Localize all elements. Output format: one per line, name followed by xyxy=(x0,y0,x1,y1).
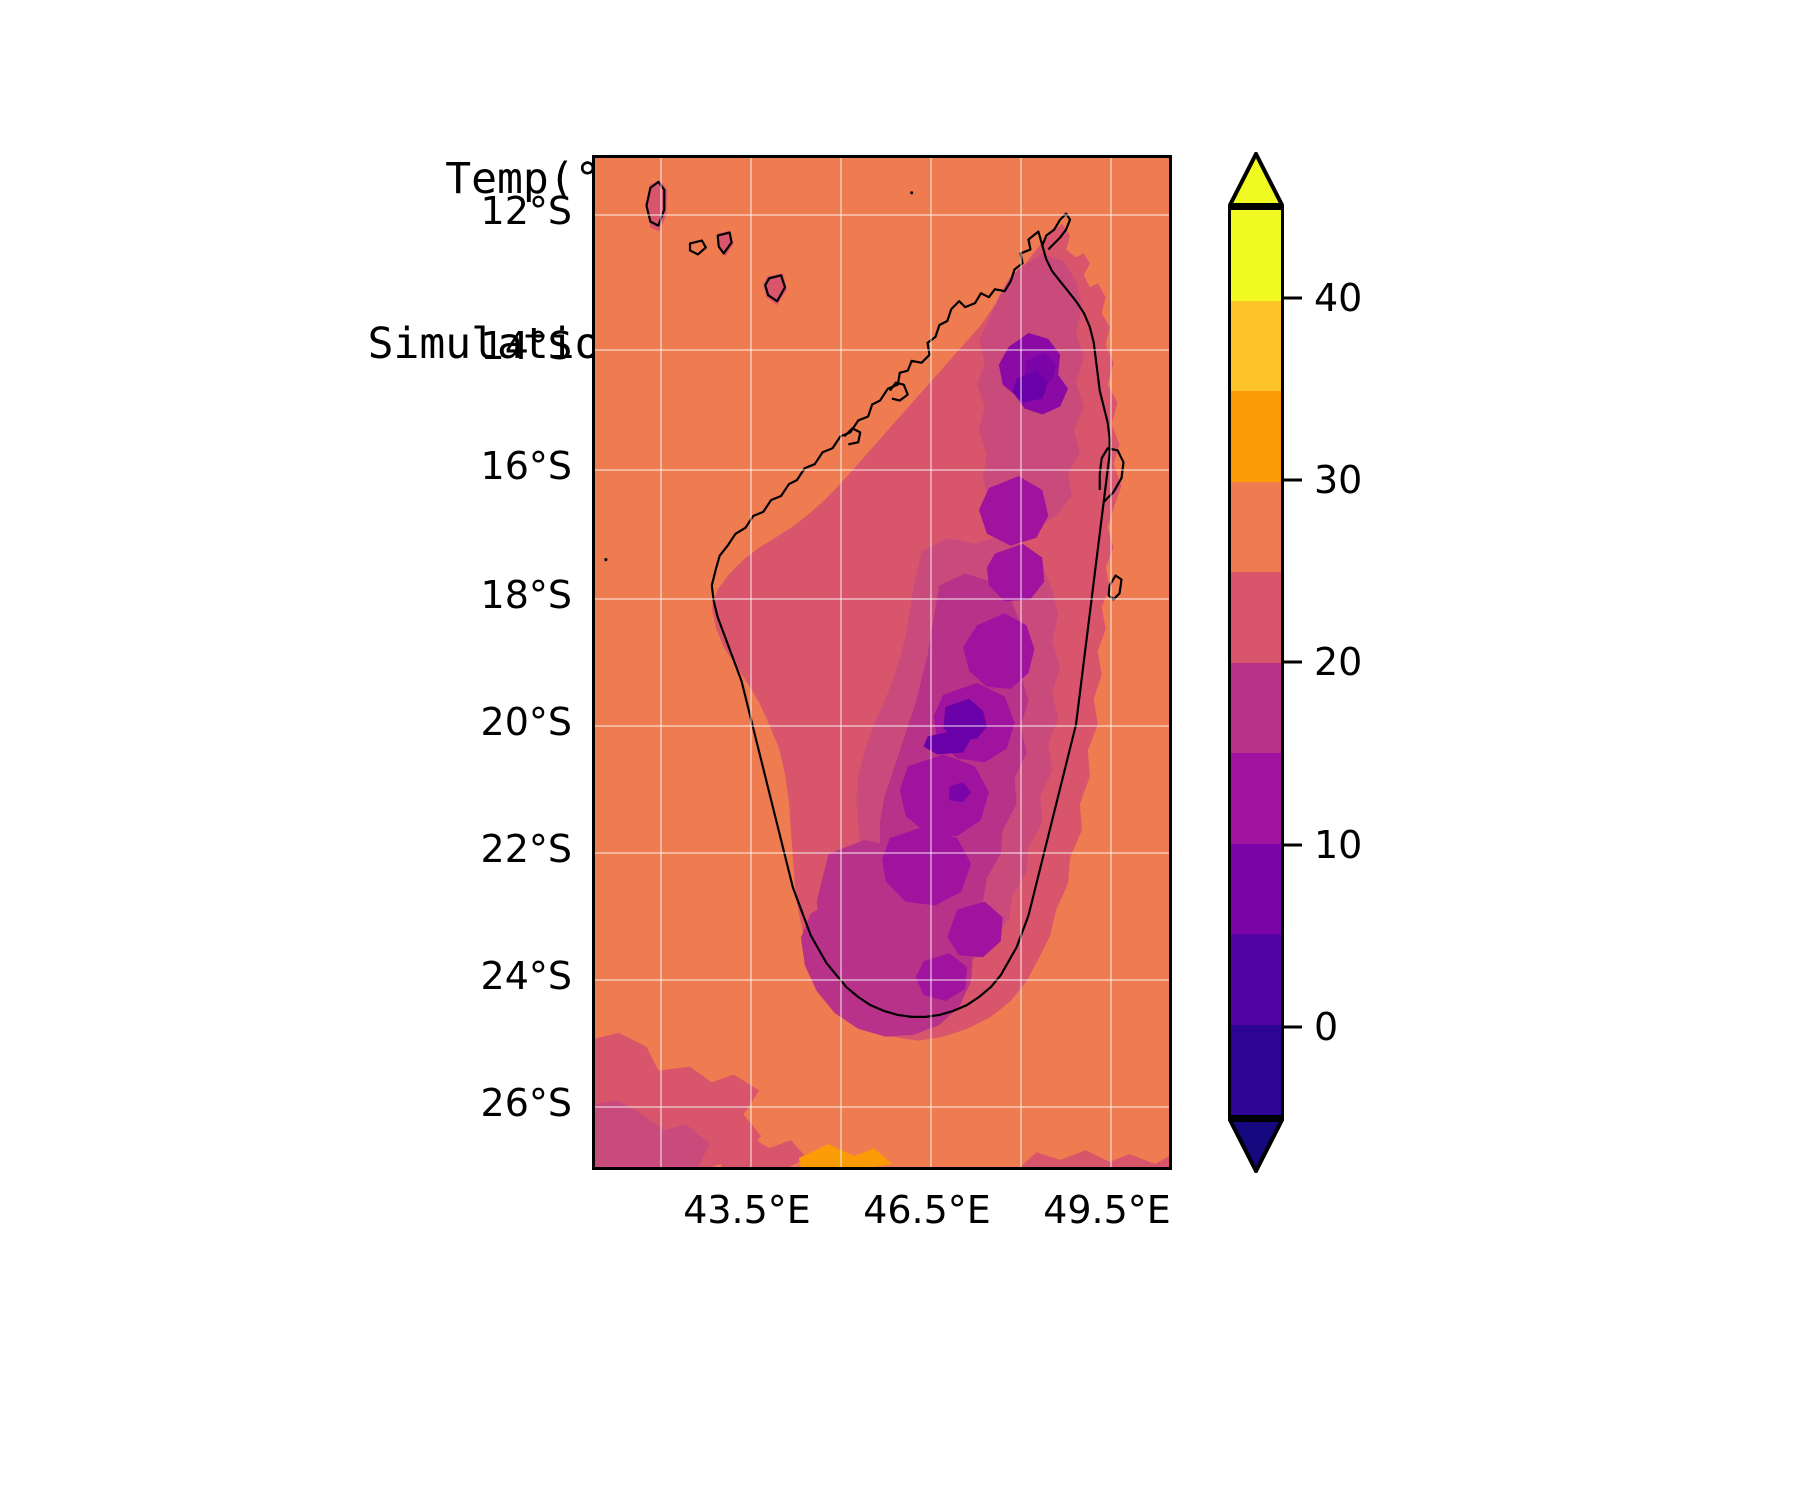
colorbar-tick-label-0: 0 xyxy=(1314,1005,1339,1049)
colorbar-tick-line-40 xyxy=(1284,296,1302,300)
ytick-label-18s: 18°S xyxy=(480,573,572,617)
cold-spot-band-5-10-small xyxy=(949,782,972,803)
colorbar-tick-label-40: 40 xyxy=(1314,276,1363,320)
highland-patch-band-10-15-g xyxy=(947,901,1003,958)
ytick-label-12s: 12°S xyxy=(480,189,572,233)
xtick-label-43-5e: 43.5°E xyxy=(683,1188,811,1232)
highland-patch-band-10-15-c xyxy=(899,754,989,836)
colorbar-band-minus5-0 xyxy=(1231,1024,1281,1115)
ytick-label-24s: 24°S xyxy=(480,954,572,998)
colorbar-tick-label-30: 30 xyxy=(1314,458,1363,502)
colorbar-band-35-40 xyxy=(1231,300,1281,391)
colorbar-tick-line-0 xyxy=(1284,1025,1302,1029)
ocean-se-band-20-25 xyxy=(1020,1150,1169,1167)
ocean-sw-band-20-25-b xyxy=(715,1132,807,1167)
colorbar-band-5-10 xyxy=(1231,843,1281,934)
ytick-label-22s: 22°S xyxy=(480,827,572,871)
colorbar-band-0-5 xyxy=(1231,934,1281,1025)
map-point-marker-1 xyxy=(910,191,914,195)
colorbar-band-10-15 xyxy=(1231,753,1281,844)
temperature-contour-map xyxy=(595,158,1169,1167)
colorbar-band-40-45 xyxy=(1231,210,1281,301)
cold-core-band-5-10-spur xyxy=(923,730,972,755)
highland-patch-band-10-15-e xyxy=(978,476,1049,546)
coastline-outline xyxy=(645,180,1125,1018)
ocean-sw-warm-strip xyxy=(798,1144,892,1167)
colorbar-tick-line-20 xyxy=(1284,660,1302,664)
colorbar-tick-line-30 xyxy=(1284,478,1302,482)
colorbar-bottom-extend-arrow xyxy=(1228,1118,1284,1173)
colorbar-top-extend-arrow xyxy=(1228,152,1284,207)
colorbar-band-30-35 xyxy=(1231,391,1281,482)
ytick-label-20s: 20°S xyxy=(480,700,572,744)
cold-core-band-5-10-tsaratanana xyxy=(1012,370,1049,403)
map-point-marker-2 xyxy=(604,558,608,562)
highland-patch-band-10-15-f xyxy=(986,543,1045,602)
temperature-colorbar[interactable]: 40 30 20 10 0 xyxy=(1228,152,1362,1173)
ytick-label-26s: 26°S xyxy=(480,1081,572,1125)
ocean-s-band-25-30 xyxy=(891,1144,976,1167)
colorbar-bands xyxy=(1228,207,1284,1118)
highland-patch-band-10-15-h xyxy=(915,953,968,1001)
island-mid-band-20-25 xyxy=(763,273,787,306)
highland-patch-band-10-15-a xyxy=(963,613,1035,689)
xtick-label-46-5e: 46.5°E xyxy=(863,1188,991,1232)
colorbar-band-20-25 xyxy=(1231,572,1281,663)
colorbar-band-15-20 xyxy=(1231,662,1281,753)
ocean-sw-band-15-20-a xyxy=(595,1100,710,1167)
colorbar-tick-line-10 xyxy=(1284,843,1302,847)
map-plot-area xyxy=(592,155,1172,1170)
colorbar-band-25-30 xyxy=(1231,481,1281,572)
xtick-label-49-5e: 49.5°E xyxy=(1043,1188,1171,1232)
colorbar-tick-label-10: 10 xyxy=(1314,823,1363,867)
cold-core-band-5-10-andringitra xyxy=(943,698,987,741)
highland-patch-band-10-15-d xyxy=(882,826,972,906)
ytick-label-16s: 16°S xyxy=(480,444,572,488)
colorbar-tick-label-20: 20 xyxy=(1314,640,1363,684)
ytick-label-14s: 14°S xyxy=(480,324,572,368)
